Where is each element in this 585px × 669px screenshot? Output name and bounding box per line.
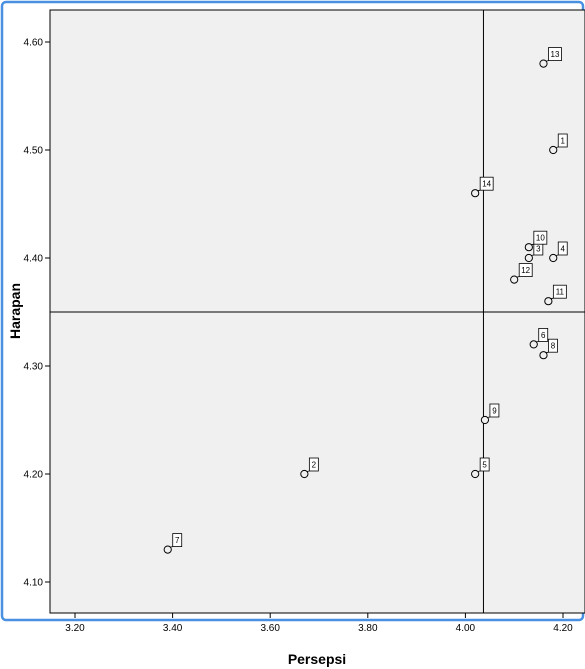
point-label-box — [172, 533, 183, 547]
data-point-group: 6 — [529, 327, 549, 349]
y-tick-label: 4.30 — [24, 362, 44, 373]
x-tick-label: 3.20 — [65, 623, 85, 634]
data-point-group: 1 — [549, 133, 568, 155]
y-tick-label: 4.60 — [24, 38, 44, 49]
data-point-group: 2 — [300, 457, 319, 479]
data-point-group: 8 — [539, 338, 558, 360]
point-label: 9 — [492, 407, 497, 416]
point-label-box — [518, 263, 533, 278]
point-label-box — [489, 403, 500, 418]
data-point-group: 12 — [510, 263, 533, 284]
point-label-leader — [545, 351, 549, 354]
point-label: 8 — [551, 342, 556, 351]
point-label-box — [479, 457, 490, 472]
data-point — [539, 59, 548, 68]
point-label: 12 — [521, 266, 530, 275]
point-label: 7 — [175, 536, 180, 545]
point-label-box — [552, 284, 567, 299]
data-point-group: 9 — [480, 403, 500, 425]
data-point — [529, 340, 538, 349]
x-tick-label: 3.80 — [358, 623, 378, 634]
data-point — [544, 297, 553, 306]
data-point-group: 5 — [471, 457, 490, 479]
data-point — [163, 545, 172, 554]
x-tick-label: 3.60 — [260, 623, 280, 634]
point-label: 13 — [551, 50, 560, 59]
point-label: 2 — [312, 461, 317, 470]
data-point-group: 14 — [471, 176, 494, 198]
point-label-box — [538, 327, 549, 342]
point-label-leader — [555, 254, 559, 256]
x-axis-title: Persepsi — [288, 651, 346, 667]
point-label-leader — [550, 297, 554, 300]
point-label-leader — [545, 60, 549, 62]
data-point-group: 11 — [544, 284, 567, 306]
point-label-leader — [536, 341, 539, 343]
x-tick-label: 4.20 — [553, 623, 573, 634]
reference-lines — [50, 10, 585, 613]
data-point — [480, 415, 490, 425]
point-label: 10 — [536, 234, 545, 243]
point-label: 11 — [556, 288, 565, 297]
point-label-box — [533, 230, 548, 245]
data-point — [549, 145, 558, 155]
point-label: 3 — [536, 245, 541, 254]
data-point-group: 7 — [163, 533, 183, 554]
data-point — [549, 253, 558, 263]
point-label-box — [557, 241, 568, 256]
x-axis: 3.20 3.40 3.60 3.80 4.00 4.20 — [65, 613, 573, 634]
x-tick-label: 3.40 — [163, 623, 183, 634]
data-point-group: 10 — [524, 230, 548, 252]
point-label-box — [479, 176, 494, 191]
point-label: 5 — [482, 461, 487, 470]
point-label: 1 — [561, 137, 566, 146]
data-point — [471, 469, 480, 479]
data-point — [539, 351, 548, 360]
point-label: 4 — [561, 245, 566, 254]
data-point — [300, 469, 309, 479]
data-point — [524, 253, 533, 263]
y-axis: 4.10 4.20 4.30 4.40 4.50 4.60 — [24, 38, 50, 589]
y-tick-label: 4.50 — [24, 146, 44, 157]
point-label-leader — [531, 243, 534, 246]
point-label: 14 — [482, 180, 491, 189]
point-label-leader — [487, 416, 490, 418]
point-label-box — [557, 133, 568, 148]
y-axis-title: Harapan — [7, 283, 23, 339]
point-label: 6 — [541, 331, 546, 340]
point-label-leader — [170, 546, 173, 548]
point-label-leader — [531, 254, 534, 256]
data-point — [524, 243, 533, 252]
point-label-leader — [516, 276, 520, 278]
data-point-group: 13 — [539, 47, 562, 68]
point-label-box — [548, 338, 558, 353]
point-label-box — [548, 47, 562, 61]
point-label-leader — [477, 470, 481, 472]
y-tick-label: 4.10 — [24, 578, 44, 589]
data-point-group: 4 — [549, 241, 568, 263]
x-tick-label: 4.00 — [456, 623, 476, 634]
point-label-box — [308, 457, 319, 472]
y-tick-label: 4.20 — [24, 470, 44, 481]
data-point — [471, 189, 480, 198]
point-label-leader — [555, 146, 559, 148]
data-point — [510, 275, 519, 284]
point-label-leader — [306, 470, 310, 472]
point-label-leader — [477, 189, 481, 192]
y-tick-label: 4.40 — [24, 254, 44, 265]
